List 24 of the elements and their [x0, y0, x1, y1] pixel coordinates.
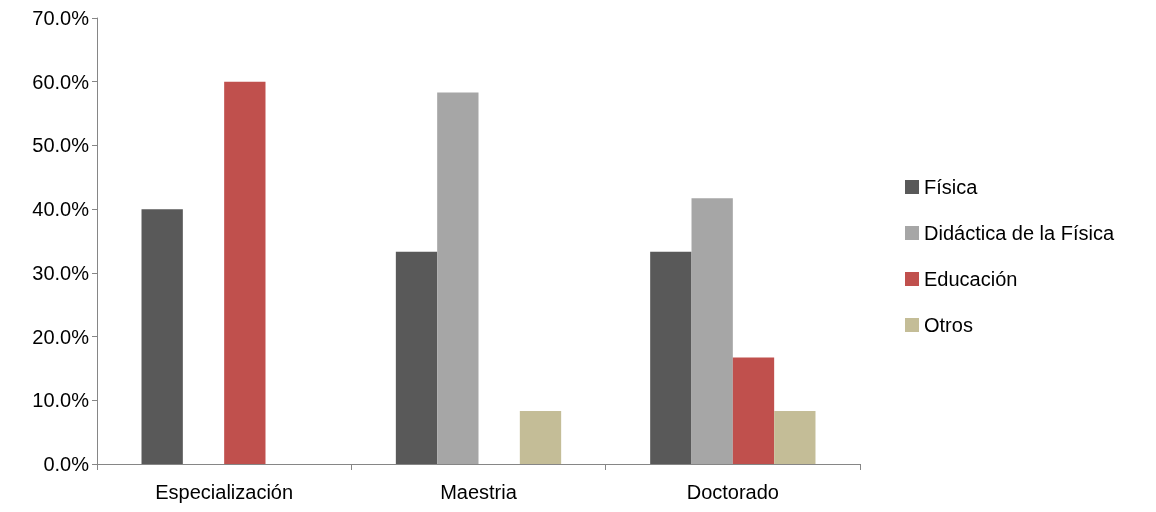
bar	[395, 251, 438, 464]
bar	[141, 209, 183, 464]
bar	[437, 92, 479, 464]
y-tick-label: 60.0%	[32, 70, 90, 93]
y-tick-label: 0.0%	[43, 453, 90, 475]
y-tick-label: 20.0%	[32, 325, 90, 348]
bar	[732, 357, 775, 464]
y-tick-label: 40.0%	[32, 198, 90, 221]
bar	[691, 198, 733, 464]
x-tick-label: Maestria	[440, 481, 518, 503]
legend-label: Educación	[924, 268, 1018, 290]
y-tick-label: 10.0%	[32, 389, 90, 412]
bar	[519, 411, 562, 464]
x-tick-label: Doctorado	[686, 481, 779, 503]
legend-label: Física	[924, 176, 979, 198]
y-tick-label: 70.0%	[32, 7, 90, 29]
legend-label: Didáctica de la Física	[924, 222, 1115, 244]
bar	[224, 81, 266, 464]
x-tick-label: Especialización	[155, 481, 294, 503]
bar	[774, 411, 816, 464]
bar	[650, 251, 692, 464]
legend-label: Otros	[924, 314, 973, 336]
y-tick-label: 30.0%	[32, 261, 90, 284]
y-tick-label: 50.0%	[32, 134, 90, 157]
